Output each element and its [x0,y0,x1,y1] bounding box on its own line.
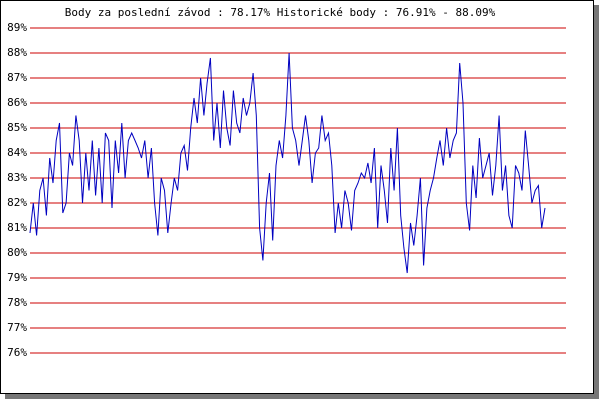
y-tick-label: 79% [7,271,27,284]
y-tick-label: 89% [7,21,27,34]
frame [0,0,594,394]
y-tick-label: 82% [7,196,27,209]
chart-title: Body za poslední závod : 78.17% Historic… [65,6,496,19]
y-tick-label: 76% [7,346,27,359]
y-tick-label: 77% [7,321,27,334]
y-tick-label: 78% [7,296,27,309]
y-tick-label: 80% [7,246,27,259]
data-line [29,52,546,274]
y-tick-label: 84% [7,146,27,159]
y-tick-label: 85% [7,121,27,134]
y-tick-label: 88% [7,46,27,59]
y-tick-label: 87% [7,71,27,84]
y-tick-label: 83% [7,171,27,184]
y-tick-label: 86% [7,96,27,109]
y-tick-label: 81% [7,221,27,234]
